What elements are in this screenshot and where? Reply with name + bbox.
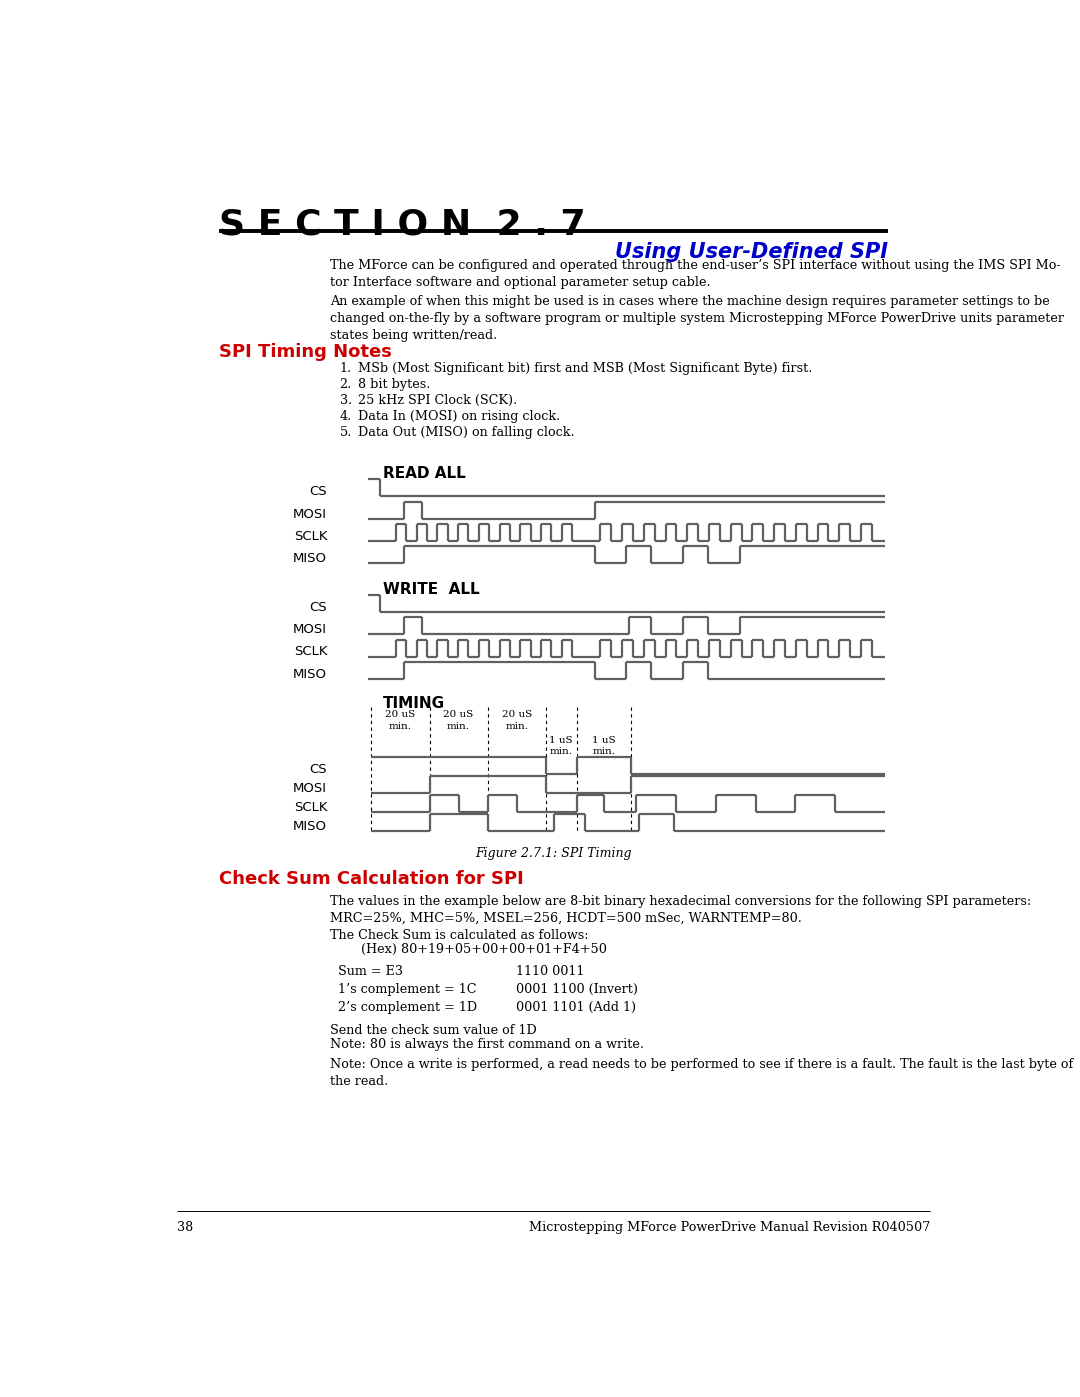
Text: Note: 80 is always the first command on a write.: Note: 80 is always the first command on … — [330, 1038, 645, 1051]
Text: Data Out (MISO) on falling clock.: Data Out (MISO) on falling clock. — [359, 426, 575, 440]
Text: 0001 1100 (Invert): 0001 1100 (Invert) — [516, 983, 638, 996]
Text: 25 kHz SPI Clock (SCK).: 25 kHz SPI Clock (SCK). — [359, 394, 517, 407]
Text: 1’s complement = 1C: 1’s complement = 1C — [338, 983, 476, 996]
Text: An example of when this might be used is in cases where the machine design requi: An example of when this might be used is… — [330, 295, 1064, 342]
Text: The MForce can be configured and operated through the end-user’s SPI interface w: The MForce can be configured and operate… — [330, 258, 1061, 289]
Text: 2.: 2. — [339, 377, 352, 391]
Text: 1 uS
min.: 1 uS min. — [592, 736, 616, 756]
Text: (Hex) 80+19+05+00+00+01+F4+50: (Hex) 80+19+05+00+00+01+F4+50 — [362, 943, 607, 956]
Text: MOSI: MOSI — [293, 507, 327, 521]
Text: Note: Once a write is performed, a read needs to be performed to see if there is: Note: Once a write is performed, a read … — [330, 1058, 1074, 1088]
Text: 2’s complement = 1D: 2’s complement = 1D — [338, 1000, 477, 1014]
Text: WRITE  ALL: WRITE ALL — [383, 583, 480, 597]
Text: S E C T I O N  2 . 7: S E C T I O N 2 . 7 — [218, 208, 585, 242]
Text: MOSI: MOSI — [293, 623, 327, 636]
Text: Data In (MOSI) on rising clock.: Data In (MOSI) on rising clock. — [359, 411, 561, 423]
Text: 0001 1101 (Add 1): 0001 1101 (Add 1) — [516, 1000, 636, 1014]
Text: 5.: 5. — [339, 426, 352, 440]
Text: TIMING: TIMING — [383, 696, 445, 711]
Text: 4.: 4. — [339, 411, 352, 423]
Text: CS: CS — [310, 485, 327, 499]
Text: 1 uS
min.: 1 uS min. — [550, 736, 573, 756]
Text: Check Sum Calculation for SPI: Check Sum Calculation for SPI — [218, 870, 524, 888]
Text: CS: CS — [310, 601, 327, 613]
Text: SCLK: SCLK — [294, 645, 327, 658]
Text: MISO: MISO — [293, 552, 327, 566]
Text: 1.: 1. — [339, 362, 352, 374]
Text: SCLK: SCLK — [294, 529, 327, 543]
Text: Sum = E3: Sum = E3 — [338, 965, 403, 978]
Text: Send the check sum value of 1D: Send the check sum value of 1D — [330, 1024, 537, 1037]
Text: MOSI: MOSI — [293, 782, 327, 795]
Text: MISO: MISO — [293, 668, 327, 680]
Text: Using User-Defined SPI: Using User-Defined SPI — [616, 242, 889, 261]
Text: READ ALL: READ ALL — [383, 467, 465, 482]
Text: Microstepping MForce PowerDrive Manual Revision R040507: Microstepping MForce PowerDrive Manual R… — [529, 1221, 930, 1234]
Text: CS: CS — [310, 763, 327, 775]
Text: 20 uS
min.: 20 uS min. — [501, 711, 531, 731]
Text: 3.: 3. — [339, 394, 352, 407]
Text: SCLK: SCLK — [294, 800, 327, 814]
Text: 1110 0011: 1110 0011 — [516, 965, 584, 978]
Text: SPI Timing Notes: SPI Timing Notes — [218, 344, 392, 362]
Text: 8 bit bytes.: 8 bit bytes. — [359, 377, 431, 391]
Text: MISO: MISO — [293, 820, 327, 833]
Text: Figure 2.7.1: SPI Timing: Figure 2.7.1: SPI Timing — [475, 847, 632, 859]
Text: MSb (Most Significant bit) first and MSB (Most Significant Byte) first.: MSb (Most Significant bit) first and MSB… — [359, 362, 812, 374]
Text: 20 uS
min.: 20 uS min. — [386, 711, 416, 731]
Text: The values in the example below are 8-bit binary hexadecimal conversions for the: The values in the example below are 8-bi… — [330, 894, 1031, 925]
Text: 20 uS
min.: 20 uS min. — [444, 711, 474, 731]
Text: The Check Sum is calculated as follows:: The Check Sum is calculated as follows: — [330, 929, 589, 942]
Text: 38: 38 — [177, 1221, 193, 1234]
